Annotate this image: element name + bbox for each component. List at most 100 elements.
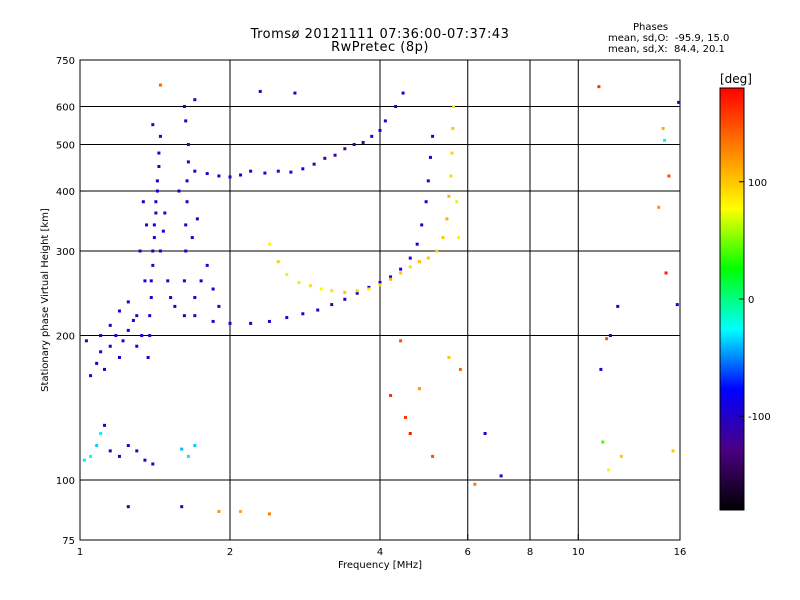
data-point	[417, 387, 421, 391]
data-point	[370, 134, 374, 138]
data-point	[193, 296, 197, 300]
data-point	[143, 279, 147, 283]
data-point	[367, 285, 371, 289]
data-point	[152, 236, 156, 240]
colorbar-tick-label: -100	[748, 412, 771, 423]
data-point	[195, 217, 199, 221]
data-point	[155, 179, 159, 183]
data-point	[143, 458, 147, 462]
colorbar-unit-label: [deg]	[720, 72, 752, 86]
colorbar-tick-label: 100	[748, 178, 767, 189]
data-point	[263, 171, 267, 175]
data-point	[117, 355, 121, 359]
data-point	[99, 334, 103, 338]
data-point	[616, 304, 620, 308]
phase-stats-heading: Phases	[633, 22, 669, 33]
data-point	[605, 337, 609, 341]
data-point	[152, 223, 156, 227]
data-point	[608, 334, 612, 338]
data-point	[205, 172, 209, 176]
data-point	[249, 169, 253, 173]
data-point	[205, 263, 209, 267]
data-point	[217, 509, 221, 513]
data-point	[389, 277, 393, 281]
data-point	[157, 164, 161, 168]
data-point	[394, 105, 398, 109]
data-point	[99, 432, 103, 436]
data-point	[415, 242, 419, 246]
data-point	[163, 211, 167, 215]
data-point	[166, 279, 170, 283]
data-point	[95, 444, 99, 448]
data-point	[441, 236, 445, 240]
data-point	[182, 314, 186, 318]
data-point	[450, 151, 454, 155]
data-point	[343, 297, 347, 301]
data-point	[145, 223, 149, 227]
data-point	[455, 200, 459, 204]
data-point	[182, 105, 186, 109]
data-point	[343, 290, 347, 294]
data-point	[114, 334, 118, 338]
data-point	[154, 211, 158, 215]
data-point	[131, 318, 135, 322]
data-point	[185, 200, 189, 204]
data-point	[431, 134, 435, 138]
data-point	[228, 175, 232, 179]
data-point	[601, 440, 605, 444]
data-point	[355, 291, 359, 295]
x-tick-label: 10	[572, 547, 585, 558]
y-tick-label: 200	[56, 332, 75, 343]
data-point	[146, 355, 150, 359]
data-point	[135, 449, 139, 453]
data-point	[155, 189, 159, 193]
data-point	[126, 505, 130, 509]
data-point	[177, 189, 181, 193]
data-point	[180, 505, 184, 509]
data-point	[239, 173, 243, 177]
data-point	[428, 155, 432, 159]
data-point	[399, 271, 403, 275]
data-point	[431, 454, 435, 458]
data-point	[447, 194, 451, 198]
x-axis-label: Frequency [MHz]	[338, 560, 422, 571]
data-point	[99, 350, 103, 354]
data-point	[663, 138, 667, 142]
data-point	[403, 415, 407, 419]
phase-stats-o-mode: mean, sd,O: -95.9, 15.0	[608, 33, 730, 44]
data-point	[367, 287, 371, 291]
data-point	[193, 314, 197, 318]
colorbar-tick-label: 0	[748, 295, 754, 306]
data-point	[352, 143, 356, 147]
data-point	[408, 256, 412, 260]
data-point	[417, 260, 421, 264]
data-point	[293, 91, 297, 95]
data-point	[158, 83, 162, 87]
data-point	[330, 303, 334, 307]
data-point	[378, 128, 382, 132]
data-point	[217, 174, 221, 178]
data-point	[312, 162, 316, 166]
data-point	[186, 454, 190, 458]
data-point	[186, 143, 190, 147]
data-point	[149, 279, 153, 283]
data-point	[445, 217, 449, 221]
x-tick-label: 1	[77, 547, 83, 558]
data-point	[161, 229, 165, 233]
data-point	[671, 449, 675, 453]
data-point	[117, 454, 121, 458]
data-point	[399, 339, 403, 343]
data-point	[126, 444, 130, 448]
data-point	[285, 316, 289, 320]
data-point	[667, 174, 671, 178]
data-point	[457, 236, 461, 240]
data-point	[424, 200, 428, 204]
data-point	[675, 303, 679, 307]
data-point	[449, 174, 453, 178]
data-point	[108, 449, 112, 453]
data-point	[319, 287, 323, 291]
data-point	[267, 512, 271, 516]
x-tick-label: 6	[465, 547, 471, 558]
y-tick-label: 500	[56, 141, 75, 152]
